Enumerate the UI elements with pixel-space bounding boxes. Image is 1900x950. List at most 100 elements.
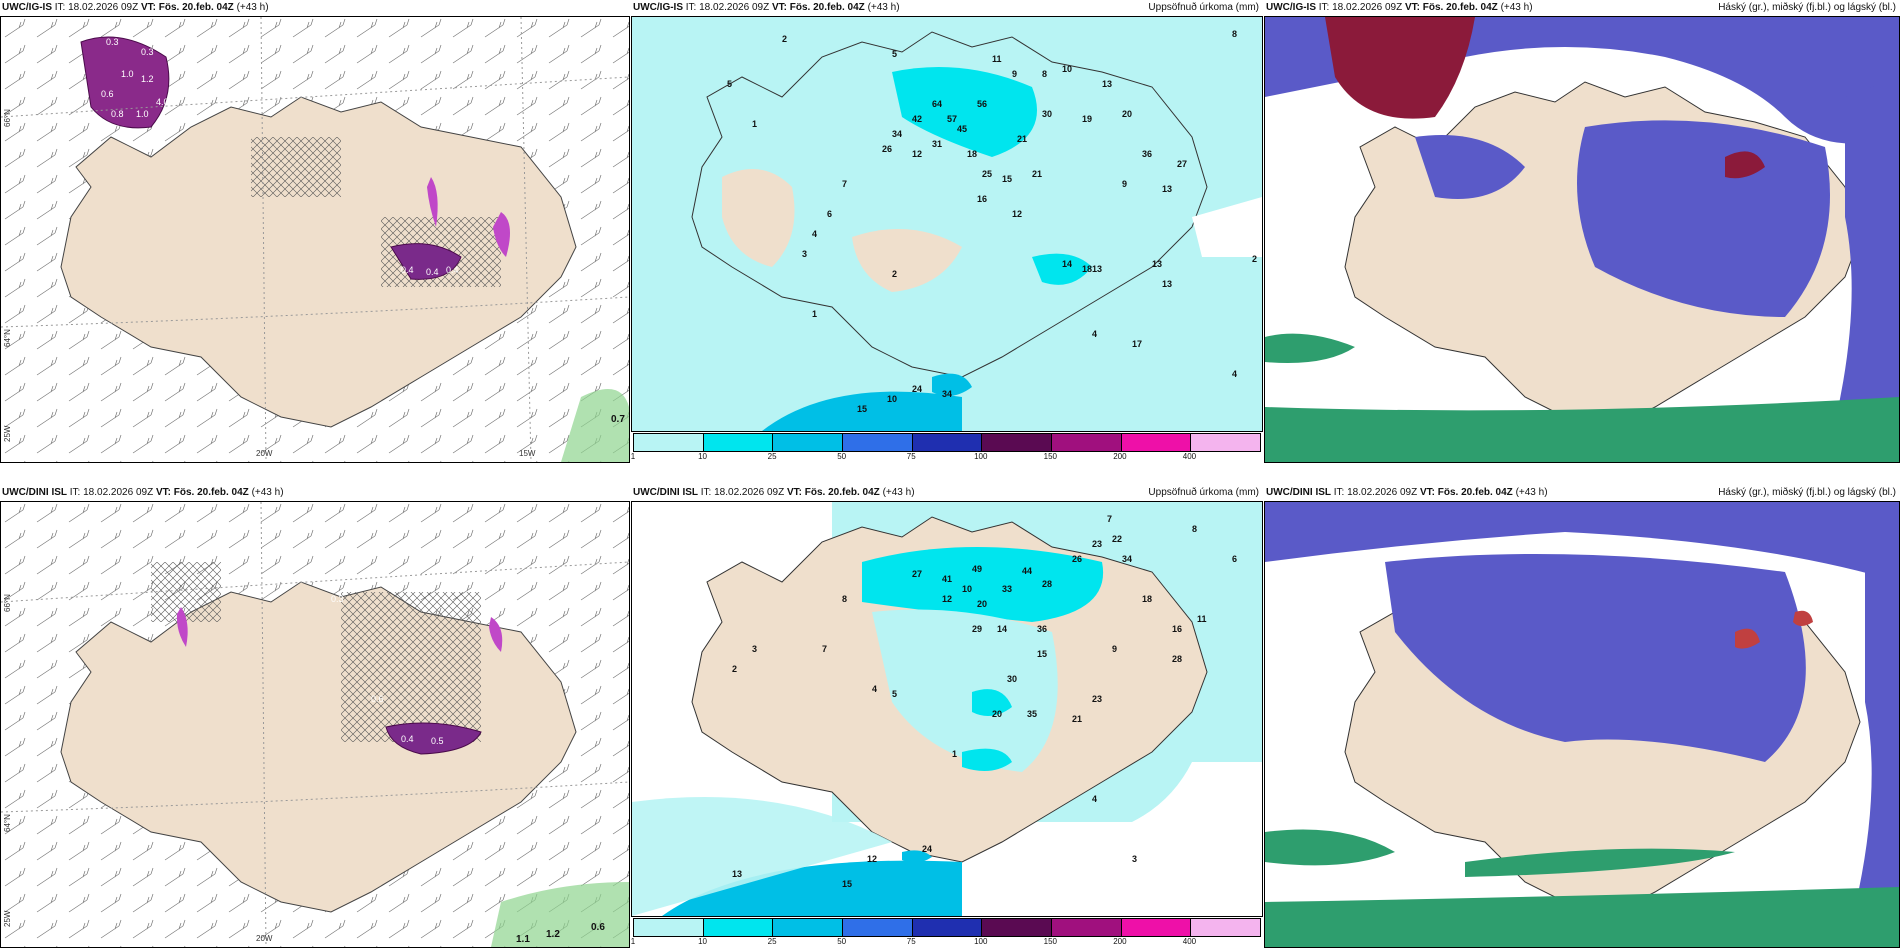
lead-time: (+43 h) [1500, 2, 1533, 13]
legend-tick: 25 [767, 452, 777, 461]
precip-value: 8 [842, 594, 847, 604]
panel-subtitle: Háský (gr.), miðský (fj.bl.) og lágský (… [1718, 2, 1896, 13]
snow-area [427, 177, 438, 227]
legend-swatch [982, 434, 1053, 451]
snow-area [176, 607, 188, 647]
legend-tick: 50 [837, 452, 847, 461]
lead-time: (+43 h) [251, 487, 284, 498]
model-name: UWC/DINI ISL [2, 487, 67, 498]
precip-value: 28 [1172, 654, 1182, 664]
precip-value: 7 [822, 644, 827, 654]
legend-swatch [1052, 434, 1122, 451]
precip-value: 14 [1062, 259, 1072, 269]
low-cloud [1265, 397, 1899, 462]
snow-value: 1.0 [136, 109, 149, 119]
precip-value: 11 [992, 54, 1002, 64]
precip-value: 8 [1232, 29, 1237, 39]
panel-title: UWC/DINI ISL IT: 18.02.2026 09Z VT: Fös.… [2, 487, 284, 498]
snow-value: 0.6 [591, 922, 605, 933]
init-time: IT: 18.02.2026 09Z [54, 2, 139, 13]
precip-value: 12 [912, 149, 922, 159]
map-clouds[interactable] [1264, 16, 1900, 463]
init-time: IT: 18.02.2026 09Z [685, 2, 770, 13]
legend-swatch [912, 434, 983, 451]
map-precip[interactable]: 7 8 6 49 44 26 34 27 41 20 33 28 22 23 2… [631, 501, 1263, 917]
precip-value: 45 [957, 124, 967, 134]
map-wind-snow[interactable]: 0.3 0.3 1.0 0.6 1.2 0.8 1.0 4.0 0.4 0.4 … [0, 16, 630, 463]
precip-value: 21 [1072, 714, 1082, 724]
legend-swatch [1191, 919, 1261, 936]
map-clouds[interactable] [1264, 501, 1900, 948]
legend-tick: 200 [1113, 937, 1127, 946]
legend-swatch [1121, 919, 1192, 936]
panel-top-mid: UWC/IG-IS IT: 18.02.2026 09Z VT: Fös. 20… [631, 0, 1263, 465]
snow-value: 0.5 [431, 736, 444, 746]
model-name: UWC/DINI ISL [633, 487, 698, 498]
precip-value: 6 [827, 209, 832, 219]
precip-value: 11 [1197, 614, 1207, 624]
precip-value: 2 [1252, 254, 1257, 264]
snow-area [489, 617, 503, 652]
precip-legend [633, 918, 1261, 937]
legend-swatch [703, 919, 774, 936]
legend-tick: 150 [1043, 452, 1058, 461]
lon-label: 20W [256, 934, 273, 943]
map-wind-snow[interactable]: 0.4 0.5 0.6 0.3 0.6 1.1 1.2 66°N 64°N 25… [0, 501, 630, 948]
legend-tick: 10 [698, 937, 707, 946]
legend-tick: 200 [1113, 452, 1127, 461]
snow-value: 0.3 [141, 47, 154, 57]
precip-value: 34 [892, 129, 902, 139]
precip-value: 23 [1092, 694, 1102, 704]
panel-bot-left: UWC/DINI ISL IT: 18.02.2026 09Z VT: Fös.… [0, 485, 630, 950]
model-name: UWC/IG-IS [2, 2, 52, 13]
snow-value: 1.2 [141, 74, 154, 84]
snow-value: 0.6 [371, 694, 384, 704]
init-time: IT: 18.02.2026 09Z [1333, 487, 1418, 498]
precip-value: 4 [1092, 794, 1097, 804]
precip-area [862, 547, 1104, 622]
precip-value: 33 [1002, 584, 1012, 594]
precip-value: 1 [952, 749, 957, 759]
valid-time: VT: Fös. 20.feb. 04Z [786, 487, 880, 498]
snow-value: 0.7 [611, 414, 625, 425]
precip-value: 41 [942, 574, 952, 584]
lat-label: 66°N [3, 594, 12, 612]
precip-legend [633, 433, 1261, 452]
precip-value: 49 [972, 564, 982, 574]
snow-value: 0.4 [446, 265, 459, 275]
lat-label: 64°N [3, 814, 12, 832]
legend-swatch [1052, 919, 1122, 936]
mid-cloud [1385, 554, 1806, 762]
legend-tick: 1 [630, 937, 636, 946]
precip-value: 13 [1162, 184, 1172, 194]
valid-time: VT: Fös. 20.feb. 04Z [1404, 2, 1498, 13]
init-time: IT: 18.02.2026 09Z [700, 487, 785, 498]
precip-value: 3 [1132, 854, 1137, 864]
panel-title: UWC/DINI ISL IT: 18.02.2026 09Z VT: Fös.… [633, 487, 915, 498]
iceland-landmass [60, 96, 577, 428]
precip-value: 42 [912, 114, 922, 124]
snow-value: 0.3 [106, 37, 119, 47]
lat-label: 66°N [3, 109, 12, 127]
panel-title: UWC/IG-IS IT: 18.02.2026 09Z VT: Fös. 20… [633, 2, 900, 13]
precip-value: 36 [1142, 149, 1152, 159]
precip-value: 20 [992, 709, 1002, 719]
lead-time: (+43 h) [236, 2, 269, 13]
precip-value: 12 [1012, 209, 1022, 219]
snow-value: 1.0 [121, 69, 134, 79]
precip-value: 12 [942, 594, 952, 604]
precip-value: 56 [977, 99, 987, 109]
legend-swatch [843, 919, 913, 936]
panel-subtitle: Uppsöfnuð úrkoma (mm) [1148, 487, 1259, 498]
snow-value: 0.4 [426, 267, 439, 277]
panel-top-left: UWC/IG-IS IT: 18.02.2026 09Z VT: Fös. 20… [0, 0, 630, 465]
precip-value: 44 [1022, 566, 1032, 576]
precip-value: 6 [1232, 554, 1237, 564]
map-precip[interactable]: 2 1 5 11 9 8 10 13 64 57 56 45 42 34 26 … [631, 16, 1263, 432]
precip-legend-ticks: 1 10 25 50 75 100 150 200 400 [630, 937, 1259, 947]
precip-value: 21 [1032, 169, 1042, 179]
precip-value: 5 [892, 49, 897, 59]
precip-value: 13 [732, 869, 742, 879]
precip-value: 31 [932, 139, 942, 149]
snow-value: 0.3 [331, 594, 344, 604]
